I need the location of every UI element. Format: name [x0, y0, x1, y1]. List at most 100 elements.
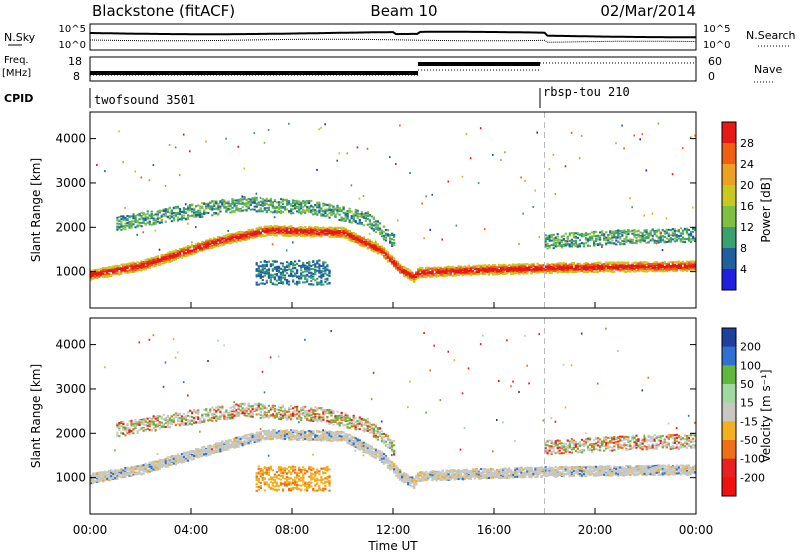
range-gate-cell: [298, 200, 301, 203]
range-gate-cell: [277, 206, 281, 209]
range-gate-cell: [308, 264, 311, 267]
range-gate-cell: [263, 270, 266, 273]
range-gate-cell: [552, 242, 555, 245]
range-gate-cell: [269, 265, 272, 268]
range-gate-cell: [603, 263, 606, 265]
range-gate-cell: [346, 210, 349, 212]
range-gate-cell: [437, 269, 440, 272]
beam-title: Beam 10: [370, 2, 437, 20]
range-gate-cell: [316, 226, 319, 229]
range-gate-cell: [308, 231, 311, 234]
range-gate-cell: [144, 259, 147, 261]
range-gate-cell: [273, 266, 276, 269]
range-gate-cell: [542, 269, 545, 272]
range-gate-cell: [391, 256, 394, 259]
range-gate-cell: [245, 203, 248, 206]
range-gate-cell: [255, 273, 258, 276]
range-gate-cell: [265, 211, 268, 214]
range-gate-cell: [298, 282, 301, 285]
range-gate-cell: [623, 261, 626, 264]
range-gate-cell: [382, 251, 386, 254]
range-gate-cell: [576, 266, 579, 269]
range-gate-cell: [100, 271, 103, 274]
range-gate-cell: [132, 269, 135, 272]
range-gate-cell: [189, 246, 192, 249]
range-gate-cell: [411, 277, 414, 280]
range-gate-cell: [358, 197, 361, 200]
range-gate-cell: [471, 267, 474, 270]
range-gate-cell: [148, 263, 151, 265]
range-gate-cell: [625, 240, 628, 243]
range-gate-cell: [552, 266, 555, 269]
range-gate-cell: [615, 237, 618, 240]
range-gate-cell: [269, 280, 272, 283]
range-gate-cell: [120, 215, 123, 218]
range-gate-cell: [275, 211, 278, 214]
range-gate-cell: [627, 231, 630, 234]
range-gate-cell: [182, 217, 186, 220]
range-gate-cell: [368, 214, 371, 217]
range-gate-cell: [401, 267, 404, 270]
range-gate-cell: [591, 268, 594, 271]
range-gate-cell: [441, 274, 444, 277]
range-gate-cell: [271, 206, 274, 209]
range-gate-cell: [283, 274, 287, 277]
range-gate-cell: [330, 235, 333, 238]
range-gate-cell: [627, 270, 630, 273]
range-gate-cell: [253, 202, 256, 204]
range-gate-cell: [368, 219, 371, 222]
range-gate-cell: [586, 264, 590, 267]
range-gate-cell: [138, 263, 141, 265]
range-gate-cell: [120, 229, 123, 231]
range-gate-cell: [617, 229, 620, 232]
range-gate-cell: [292, 232, 295, 235]
range-gate-cell: [619, 265, 622, 268]
range-gate-cell: [261, 202, 264, 205]
range-gate-cell: [114, 272, 117, 275]
range-gate-cell: [443, 266, 446, 269]
range-gate-cell: [366, 223, 369, 226]
range-gate-cell: [431, 267, 434, 270]
range-gate-cell: [235, 240, 238, 243]
range-gate-cell: [609, 233, 612, 236]
range-gate-cell: [372, 247, 375, 250]
range-gate-cell: [168, 144, 171, 146]
range-gate-cell: [300, 226, 303, 229]
range-gate-cell: [279, 280, 283, 283]
range-gate-cell: [261, 200, 264, 203]
range-gate-cell: [603, 236, 606, 239]
range-gate-cell: [290, 228, 293, 231]
range-gate-cell: [122, 227, 125, 230]
range-gate-cell: [275, 265, 278, 268]
range-gate-cell: [116, 264, 119, 267]
range-gate-cell: [522, 272, 525, 275]
range-gate-cell: [449, 269, 452, 272]
range-gate-cell: [265, 234, 268, 237]
range-gate-cell: [304, 264, 307, 267]
range-gate-cell: [393, 260, 396, 263]
range-gate-cell: [279, 276, 283, 279]
range-gate-cell: [271, 205, 274, 208]
range-gate-cell: [170, 259, 173, 262]
range-gate-cell: [162, 259, 165, 262]
range-gate-cell: [227, 240, 230, 243]
range-gate-cell: [336, 229, 339, 232]
range-gate-cell: [164, 185, 167, 187]
range-gate-cell: [362, 237, 365, 240]
range-gate-cell: [180, 216, 184, 219]
range-gate-cell: [191, 253, 194, 256]
range-gate-cell: [281, 281, 285, 284]
range-gate-cell: [324, 261, 327, 264]
range-gate-cell: [269, 203, 272, 206]
range-gate-cell: [362, 245, 365, 248]
range-gate-cell: [330, 213, 333, 216]
range-gate-cell: [334, 235, 337, 238]
range-gate-cell: [570, 232, 573, 235]
range-gate-cell: [288, 283, 291, 286]
range-gate-cell: [453, 269, 456, 272]
range-gate-cell: [106, 269, 109, 272]
range-gate-cell: [318, 226, 321, 229]
range-gate-cell: [288, 211, 291, 214]
range-gate-cell: [368, 242, 371, 245]
range-gate-cell: [415, 273, 418, 276]
